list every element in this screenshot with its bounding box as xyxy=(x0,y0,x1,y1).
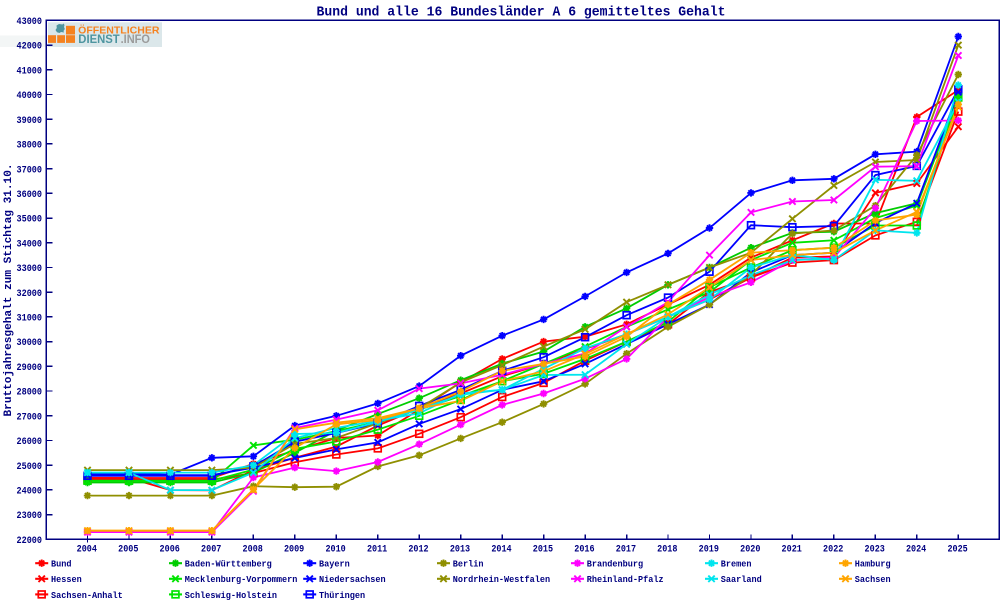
svg-text:2005: 2005 xyxy=(118,544,138,555)
svg-text:Sachsen-Anhalt: Sachsen-Anhalt xyxy=(51,590,123,600)
svg-text:2012: 2012 xyxy=(408,544,428,555)
svg-text:Bruttojahresgehalt zum Stichta: Bruttojahresgehalt zum Stichtag 31.10. xyxy=(3,164,15,417)
svg-text:42000: 42000 xyxy=(17,42,43,53)
svg-text:28000: 28000 xyxy=(17,388,43,399)
svg-text:DIENST: DIENST xyxy=(78,33,119,46)
svg-text:25000: 25000 xyxy=(17,462,43,473)
svg-text:38000: 38000 xyxy=(17,141,43,152)
svg-text:2021: 2021 xyxy=(782,544,802,555)
svg-text:40000: 40000 xyxy=(17,91,43,102)
svg-text:2010: 2010 xyxy=(325,544,345,555)
svg-text:2016: 2016 xyxy=(574,544,594,555)
svg-text:39000: 39000 xyxy=(17,116,43,127)
svg-text:33000: 33000 xyxy=(17,264,43,275)
svg-text:2006: 2006 xyxy=(160,544,180,555)
svg-text:2022: 2022 xyxy=(823,544,843,555)
svg-text:Saarland: Saarland xyxy=(721,574,762,585)
svg-text:2025: 2025 xyxy=(947,544,967,555)
svg-text:32000: 32000 xyxy=(17,289,43,300)
svg-text:37000: 37000 xyxy=(17,165,43,176)
svg-text:41000: 41000 xyxy=(17,66,43,77)
svg-text:2013: 2013 xyxy=(450,544,470,555)
svg-text:Niedersachsen: Niedersachsen xyxy=(319,574,386,585)
svg-text:Mecklenburg-Vorpommern: Mecklenburg-Vorpommern xyxy=(185,574,298,585)
svg-text:22000: 22000 xyxy=(17,536,43,547)
svg-text:34000: 34000 xyxy=(17,239,43,250)
svg-text:.INFO: .INFO xyxy=(121,33,150,46)
svg-text:31000: 31000 xyxy=(17,314,43,325)
svg-text:Baden-Württemberg: Baden-Württemberg xyxy=(185,559,272,570)
svg-text:27000: 27000 xyxy=(17,412,43,423)
svg-text:2017: 2017 xyxy=(616,544,636,555)
svg-text:Hamburg: Hamburg xyxy=(855,559,891,570)
svg-text:Brandenburg: Brandenburg xyxy=(587,559,644,570)
svg-text:2008: 2008 xyxy=(243,544,263,555)
svg-text:Bayern: Bayern xyxy=(319,559,350,570)
svg-text:2009: 2009 xyxy=(284,544,304,555)
svg-text:Rheinland-Pfalz: Rheinland-Pfalz xyxy=(587,574,664,585)
svg-text:36000: 36000 xyxy=(17,190,43,201)
svg-text:2020: 2020 xyxy=(740,544,760,555)
svg-text:43000: 43000 xyxy=(17,17,43,28)
svg-text:2015: 2015 xyxy=(533,544,553,555)
svg-text:2007: 2007 xyxy=(201,544,221,555)
svg-text:2018: 2018 xyxy=(657,544,677,555)
svg-text:24000: 24000 xyxy=(17,487,43,498)
svg-text:2011: 2011 xyxy=(367,544,387,555)
svg-text:ÖFFENTLICHER: ÖFFENTLICHER xyxy=(78,24,160,37)
svg-text:Nordrhein-Westfalen: Nordrhein-Westfalen xyxy=(453,574,551,585)
svg-text:23000: 23000 xyxy=(17,511,43,522)
svg-text:Berlin: Berlin xyxy=(453,559,484,570)
svg-text:35000: 35000 xyxy=(17,215,43,226)
svg-text:2004: 2004 xyxy=(77,544,97,555)
svg-text:Schleswig-Holstein: Schleswig-Holstein xyxy=(185,590,277,600)
svg-text:26000: 26000 xyxy=(17,437,43,448)
svg-text:29000: 29000 xyxy=(17,363,43,374)
svg-text:Bund und alle 16 Bundesländer: Bund und alle 16 Bundesländer A 6 gemitt… xyxy=(317,4,726,20)
svg-text:Sachsen: Sachsen xyxy=(855,574,891,585)
svg-text:2024: 2024 xyxy=(906,544,926,555)
svg-text:30000: 30000 xyxy=(17,338,43,349)
svg-text:Bund: Bund xyxy=(51,559,72,570)
svg-text:2014: 2014 xyxy=(491,544,511,555)
svg-text:Hessen: Hessen xyxy=(51,574,82,585)
svg-text:Bremen: Bremen xyxy=(721,559,752,570)
svg-text:2019: 2019 xyxy=(699,544,719,555)
svg-text:Thüringen: Thüringen xyxy=(319,590,365,600)
svg-text:2023: 2023 xyxy=(865,544,885,555)
